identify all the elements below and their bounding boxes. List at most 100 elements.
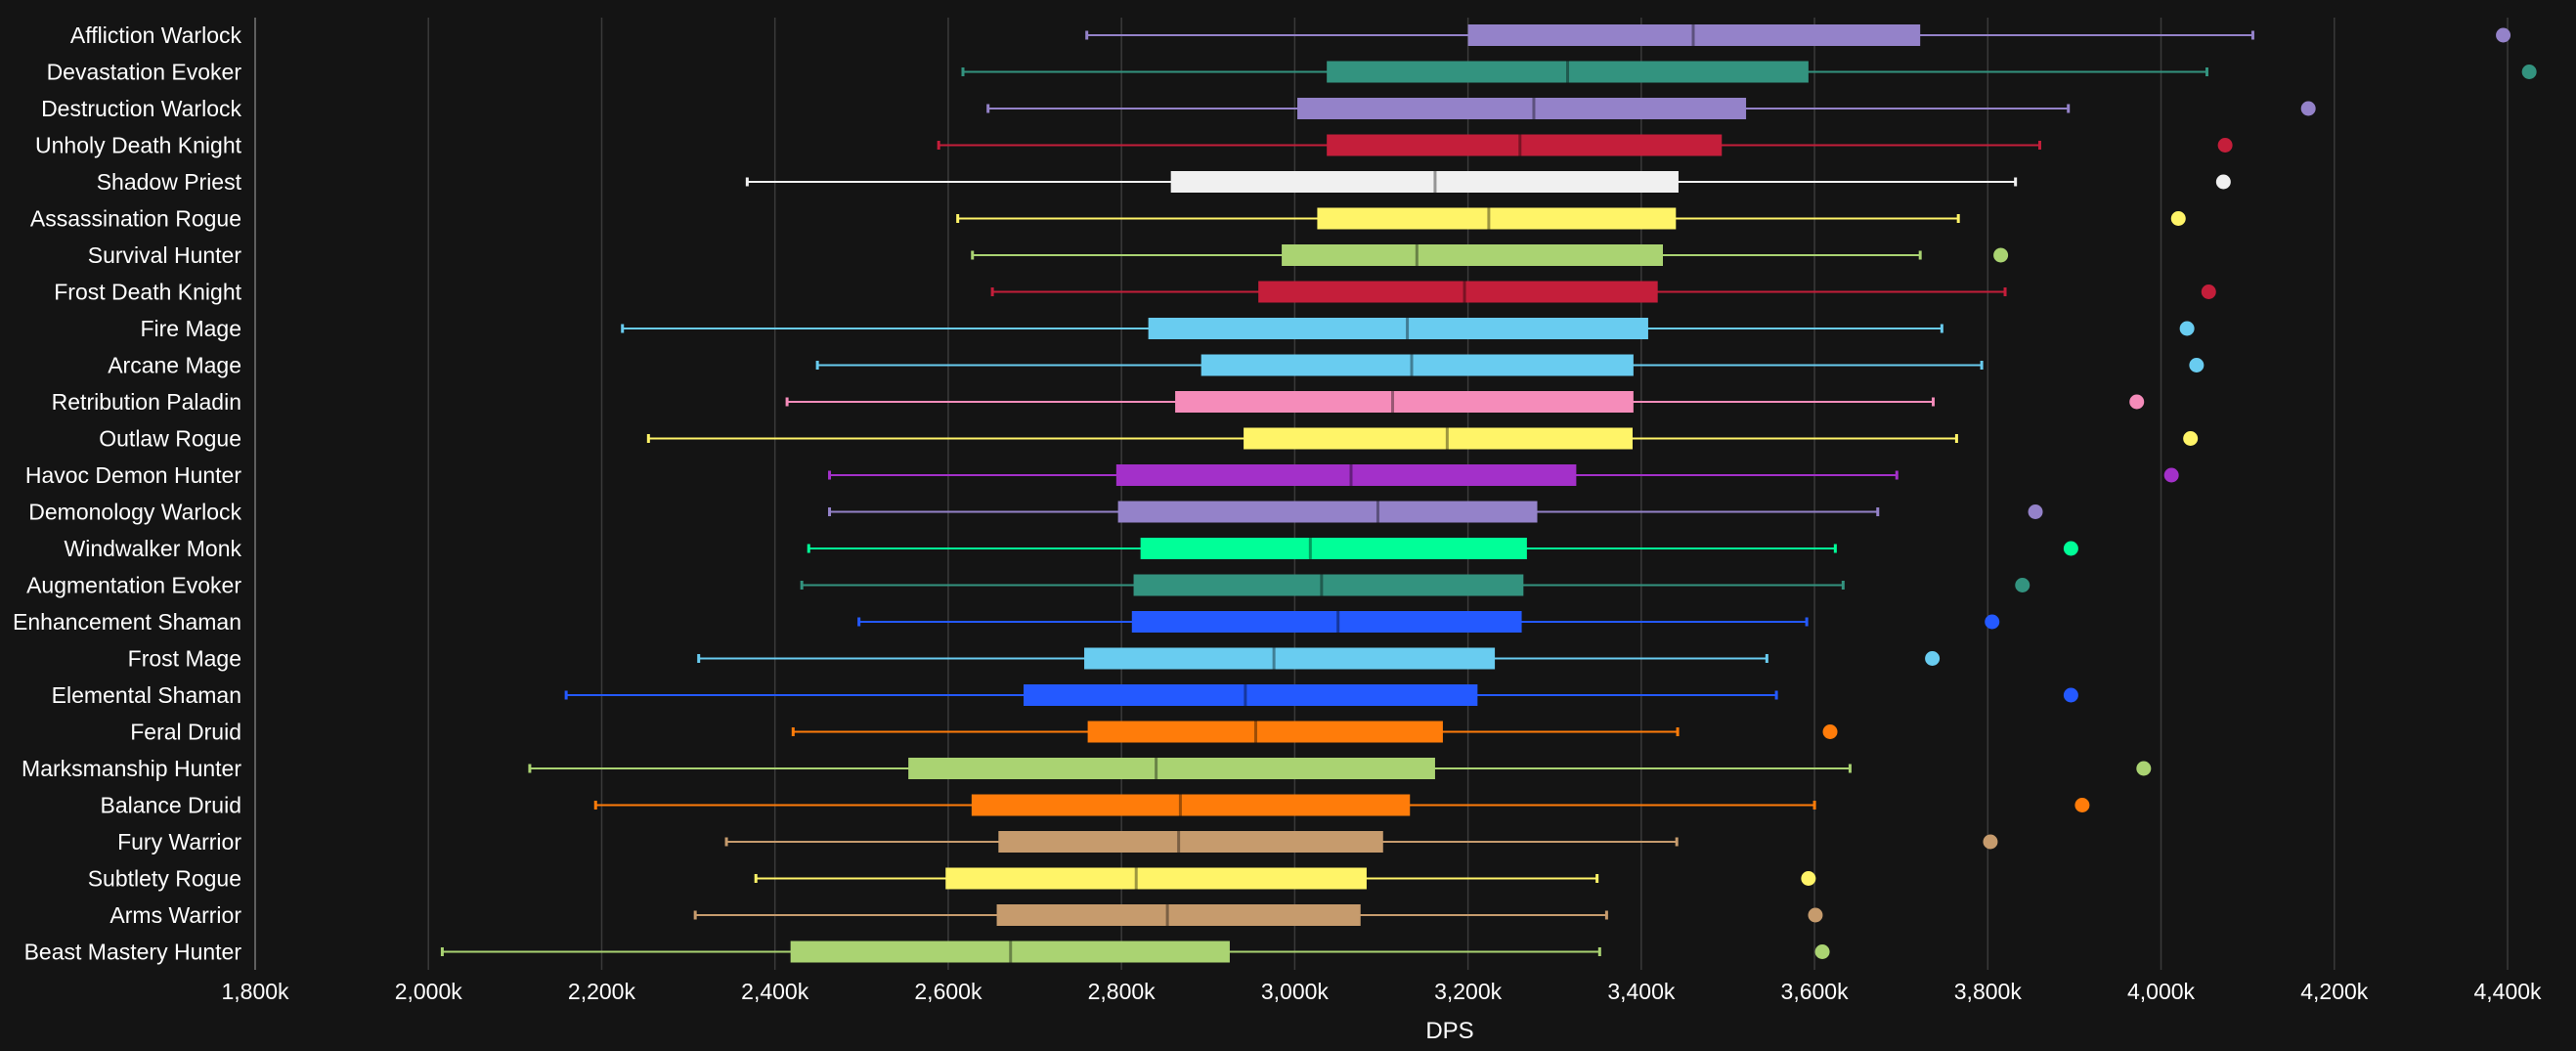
interquartile-box: [1282, 244, 1663, 266]
interquartile-box: [1258, 281, 1658, 303]
spec-label: Windwalker Monk: [65, 536, 242, 561]
box-shadow-priest: [745, 171, 2231, 193]
outlier-point: [2028, 504, 2043, 519]
outlier-point: [2179, 321, 2195, 336]
interquartile-box: [1175, 391, 1634, 413]
x-tick-label: 4,400k: [2473, 979, 2542, 1004]
interquartile-box: [1201, 354, 1634, 376]
box-outlaw-rogue: [646, 427, 2199, 450]
box-windwalker-monk: [807, 538, 2078, 559]
spec-label: Subtlety Rogue: [88, 866, 241, 892]
outlier-point: [1983, 834, 1998, 850]
interquartile-box: [1024, 684, 1478, 706]
box-beast-mastery-hunter: [440, 941, 1830, 963]
outlier-point: [1801, 871, 1816, 886]
spec-label: Havoc Demon Hunter: [25, 462, 241, 488]
interquartile-box: [1133, 574, 1524, 596]
spec-label: Frost Mage: [128, 646, 241, 672]
box-survival-hunter: [971, 244, 2009, 266]
box-destruction-warlock: [986, 98, 2316, 119]
outlier-point: [2189, 358, 2205, 372]
spec-label: Fire Mage: [140, 316, 241, 341]
x-axis-title: DPS: [1425, 1018, 1473, 1044]
box-havoc-demon-hunter: [828, 464, 2179, 486]
box-frost-death-knight: [990, 281, 2216, 303]
outlier-point: [2074, 798, 2090, 812]
x-tick-label: 2,800k: [1088, 979, 1157, 1004]
interquartile-box: [908, 758, 1435, 779]
box-balance-druid: [593, 794, 2090, 816]
spec-label: Shadow Priest: [97, 169, 242, 195]
y-axis-labels: Affliction Warlock Devastation Evoker Dest…: [13, 22, 242, 965]
x-axis-ticks: 1,800k 2,000k 2,200k 2,400k 2,600k 2,800k 3,00…: [221, 979, 2542, 1004]
interquartile-box: [1297, 98, 1747, 119]
x-tick-label: 3,800k: [1954, 979, 2023, 1004]
spec-label: Beast Mastery Hunter: [24, 940, 242, 965]
outlier-point: [2183, 431, 2199, 446]
outlier-point: [2063, 687, 2078, 703]
box-retribution-paladin: [785, 391, 2145, 413]
box-feral-druid: [791, 721, 1838, 743]
interquartile-box: [1087, 721, 1443, 743]
spec-label: Assassination Rogue: [30, 206, 241, 232]
outlier-point: [2300, 101, 2316, 116]
box-unholy-death-knight: [937, 134, 2233, 156]
x-tick-label: 2,400k: [741, 979, 809, 1004]
spec-label: Devastation Evoker: [47, 60, 242, 85]
spec-label: Marksmanship Hunter: [22, 756, 241, 781]
spec-label: Affliction Warlock: [70, 22, 242, 48]
spec-label: Arms Warrior: [109, 902, 241, 928]
spec-label: Unholy Death Knight: [35, 133, 242, 158]
x-tick-label: 1,800k: [221, 979, 289, 1004]
spec-label: Arcane Mage: [108, 353, 241, 378]
interquartile-box: [998, 831, 1383, 853]
interquartile-box: [1244, 427, 1633, 450]
interquartile-box: [971, 794, 1411, 816]
interquartile-box: [1117, 501, 1538, 523]
box-demonology-warlock: [828, 501, 2043, 523]
spec-label: Elemental Shaman: [52, 682, 241, 708]
outlier-point: [1814, 944, 1830, 959]
outlier-point: [2136, 761, 2152, 776]
outlier-point: [2015, 578, 2030, 592]
box-enhancement-shaman: [857, 611, 2000, 633]
interquartile-box: [1084, 647, 1496, 670]
box-marksmanship-hunter: [528, 758, 2152, 779]
x-tick-label: 4,200k: [2300, 979, 2369, 1004]
x-tick-label: 2,200k: [568, 979, 636, 1004]
box-subtlety-rogue: [754, 867, 1816, 890]
box-arcane-mage: [815, 354, 2205, 376]
outlier-point: [2201, 285, 2216, 299]
spec-label: Augmentation Evoker: [26, 573, 241, 598]
spec-label: Frost Death Knight: [54, 280, 241, 305]
outlier-point: [1822, 724, 1838, 739]
box-fury-warrior: [724, 831, 1998, 853]
grid-lines: [254, 18, 2509, 970]
outlier-point: [2215, 174, 2231, 190]
interquartile-box: [945, 867, 1367, 890]
box-fire-mage: [621, 318, 2195, 339]
x-tick-label: 3,400k: [1607, 979, 1676, 1004]
spec-label: Destruction Warlock: [41, 96, 241, 121]
outlier-point: [2163, 467, 2179, 483]
outlier-point: [1985, 614, 2000, 630]
outlier-point: [2063, 541, 2078, 556]
interquartile-box: [1327, 134, 1723, 156]
interquartile-box: [1317, 207, 1677, 230]
spec-label: Retribution Paladin: [52, 389, 241, 415]
x-tick-label: 2,000k: [395, 979, 463, 1004]
interquartile-box: [996, 904, 1361, 926]
outlier-point: [2521, 65, 2537, 79]
box-affliction-warlock: [1085, 24, 2511, 46]
box-series: [440, 24, 2537, 963]
box-frost-mage: [697, 647, 1941, 670]
x-tick-label: 3,600k: [1781, 979, 1850, 1004]
outlier-point: [1808, 907, 1823, 923]
outlier-point: [2217, 138, 2233, 153]
interquartile-box: [1148, 318, 1648, 339]
x-tick-label: 3,200k: [1434, 979, 1503, 1004]
outlier-point: [2129, 394, 2145, 410]
x-tick-label: 2,600k: [914, 979, 982, 1004]
outlier-point: [1993, 247, 2009, 263]
